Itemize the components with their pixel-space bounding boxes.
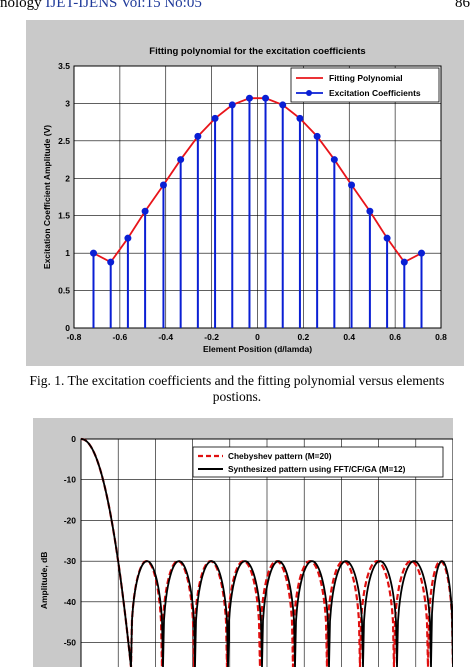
y-tick-label: -20 [64, 515, 77, 525]
coefficient-point [124, 234, 132, 242]
x-tick-label: -0.8 [67, 332, 82, 342]
figure-1-chart: Fitting polynomial for the excitation co… [42, 46, 447, 354]
coefficient-point [418, 249, 426, 257]
x-tick-label: 0.2 [297, 332, 309, 342]
y-axis-label: Excitation Coefficient Amplitude (V) [42, 125, 52, 269]
coefficient-point [89, 249, 97, 257]
legend-box [290, 67, 440, 103]
coefficient-point [245, 94, 253, 102]
page-number: 86 [455, 0, 470, 11]
coefficient-point [262, 94, 270, 102]
x-tick-label: 0.4 [343, 332, 355, 342]
chart-title: Fitting polynomial for the excitation co… [149, 46, 365, 57]
journal-header: nology IJET-IJENS Vol:15 No:05 [0, 0, 202, 11]
figure-1-caption: Fig. 1. The excitation coefficients and … [0, 373, 474, 405]
legend-stem-label: Excitation Coefficients [329, 88, 421, 98]
x-axis-label: Element Position (d/lamda) [203, 344, 312, 354]
y-tick-label: 1 [65, 248, 70, 258]
journal-name: IJET-IJENS Vol:15 No:05 [45, 0, 202, 11]
x-tick-label: -0.4 [158, 332, 173, 342]
y-tick-label: -50 [64, 638, 77, 648]
y-tick-label: 3 [65, 98, 70, 108]
y-tick-label: -40 [64, 597, 77, 607]
coefficient-point [194, 132, 202, 140]
synthesized-pattern-line [80, 438, 453, 667]
y-tick-label: -30 [64, 556, 77, 566]
coefficient-point [228, 101, 236, 109]
coefficient-point [211, 114, 219, 122]
y-tick-label: 3.5 [58, 61, 70, 71]
coefficient-point [279, 101, 287, 109]
coefficient-point [366, 207, 374, 215]
figure-2-panel: 0 -10 -20 -30 -40 -50 Amplitude, dB Chebyshev p… [33, 418, 453, 667]
coefficient-point [400, 258, 408, 266]
y-tick-label: 1.5 [58, 211, 70, 221]
caption-line-2: postions. [212, 389, 262, 404]
coefficient-point [348, 181, 356, 189]
y-tick-label: 2 [65, 173, 70, 183]
legend-box [192, 446, 444, 478]
figure-1-panel: Fitting polynomial for the excitation co… [26, 20, 464, 366]
figure-2-chart: 0 -10 -20 -30 -40 -50 Amplitude, dB Chebyshev p… [39, 434, 453, 667]
y-tick-label: 0 [65, 323, 70, 333]
y-tick-label: 0 [71, 434, 76, 444]
coefficient-point [313, 132, 321, 140]
coefficient-point [141, 207, 149, 215]
x-tick-label: -0.2 [204, 332, 219, 342]
page-header: nology IJET-IJENS Vol:15 No:05 86 [0, 0, 474, 14]
header-prefix: nology [0, 0, 46, 11]
x-tick-label: 0.8 [435, 332, 447, 342]
coefficient-point [159, 181, 167, 189]
coefficient-point [330, 156, 338, 164]
x-tick-label: 0 [255, 332, 260, 342]
x-tick-label: -0.6 [113, 332, 128, 342]
coefficient-point [107, 258, 115, 266]
legend-synth-label: Synthesized pattern using FFT/CF/GA (M=1… [228, 464, 406, 474]
fitting-polynomial-line [93, 97, 422, 264]
coefficient-point [296, 114, 304, 122]
coefficient-point [177, 156, 185, 164]
coefficient-point [383, 234, 391, 242]
y-tick-label: -10 [64, 475, 77, 485]
legend-stem-marker [306, 90, 312, 96]
legend-cheby-label: Chebyshev pattern (M=20) [228, 451, 332, 461]
y-tick-label: 0.5 [58, 286, 70, 296]
caption-line-1: Fig. 1. The excitation coefficients and … [29, 373, 445, 388]
x-tick-label: 0.6 [389, 332, 401, 342]
legend-fit-label: Fitting Polynomial [329, 73, 403, 83]
y-axis-label: Amplitude, dB [39, 552, 49, 610]
y-tick-label: 2.5 [58, 136, 70, 146]
